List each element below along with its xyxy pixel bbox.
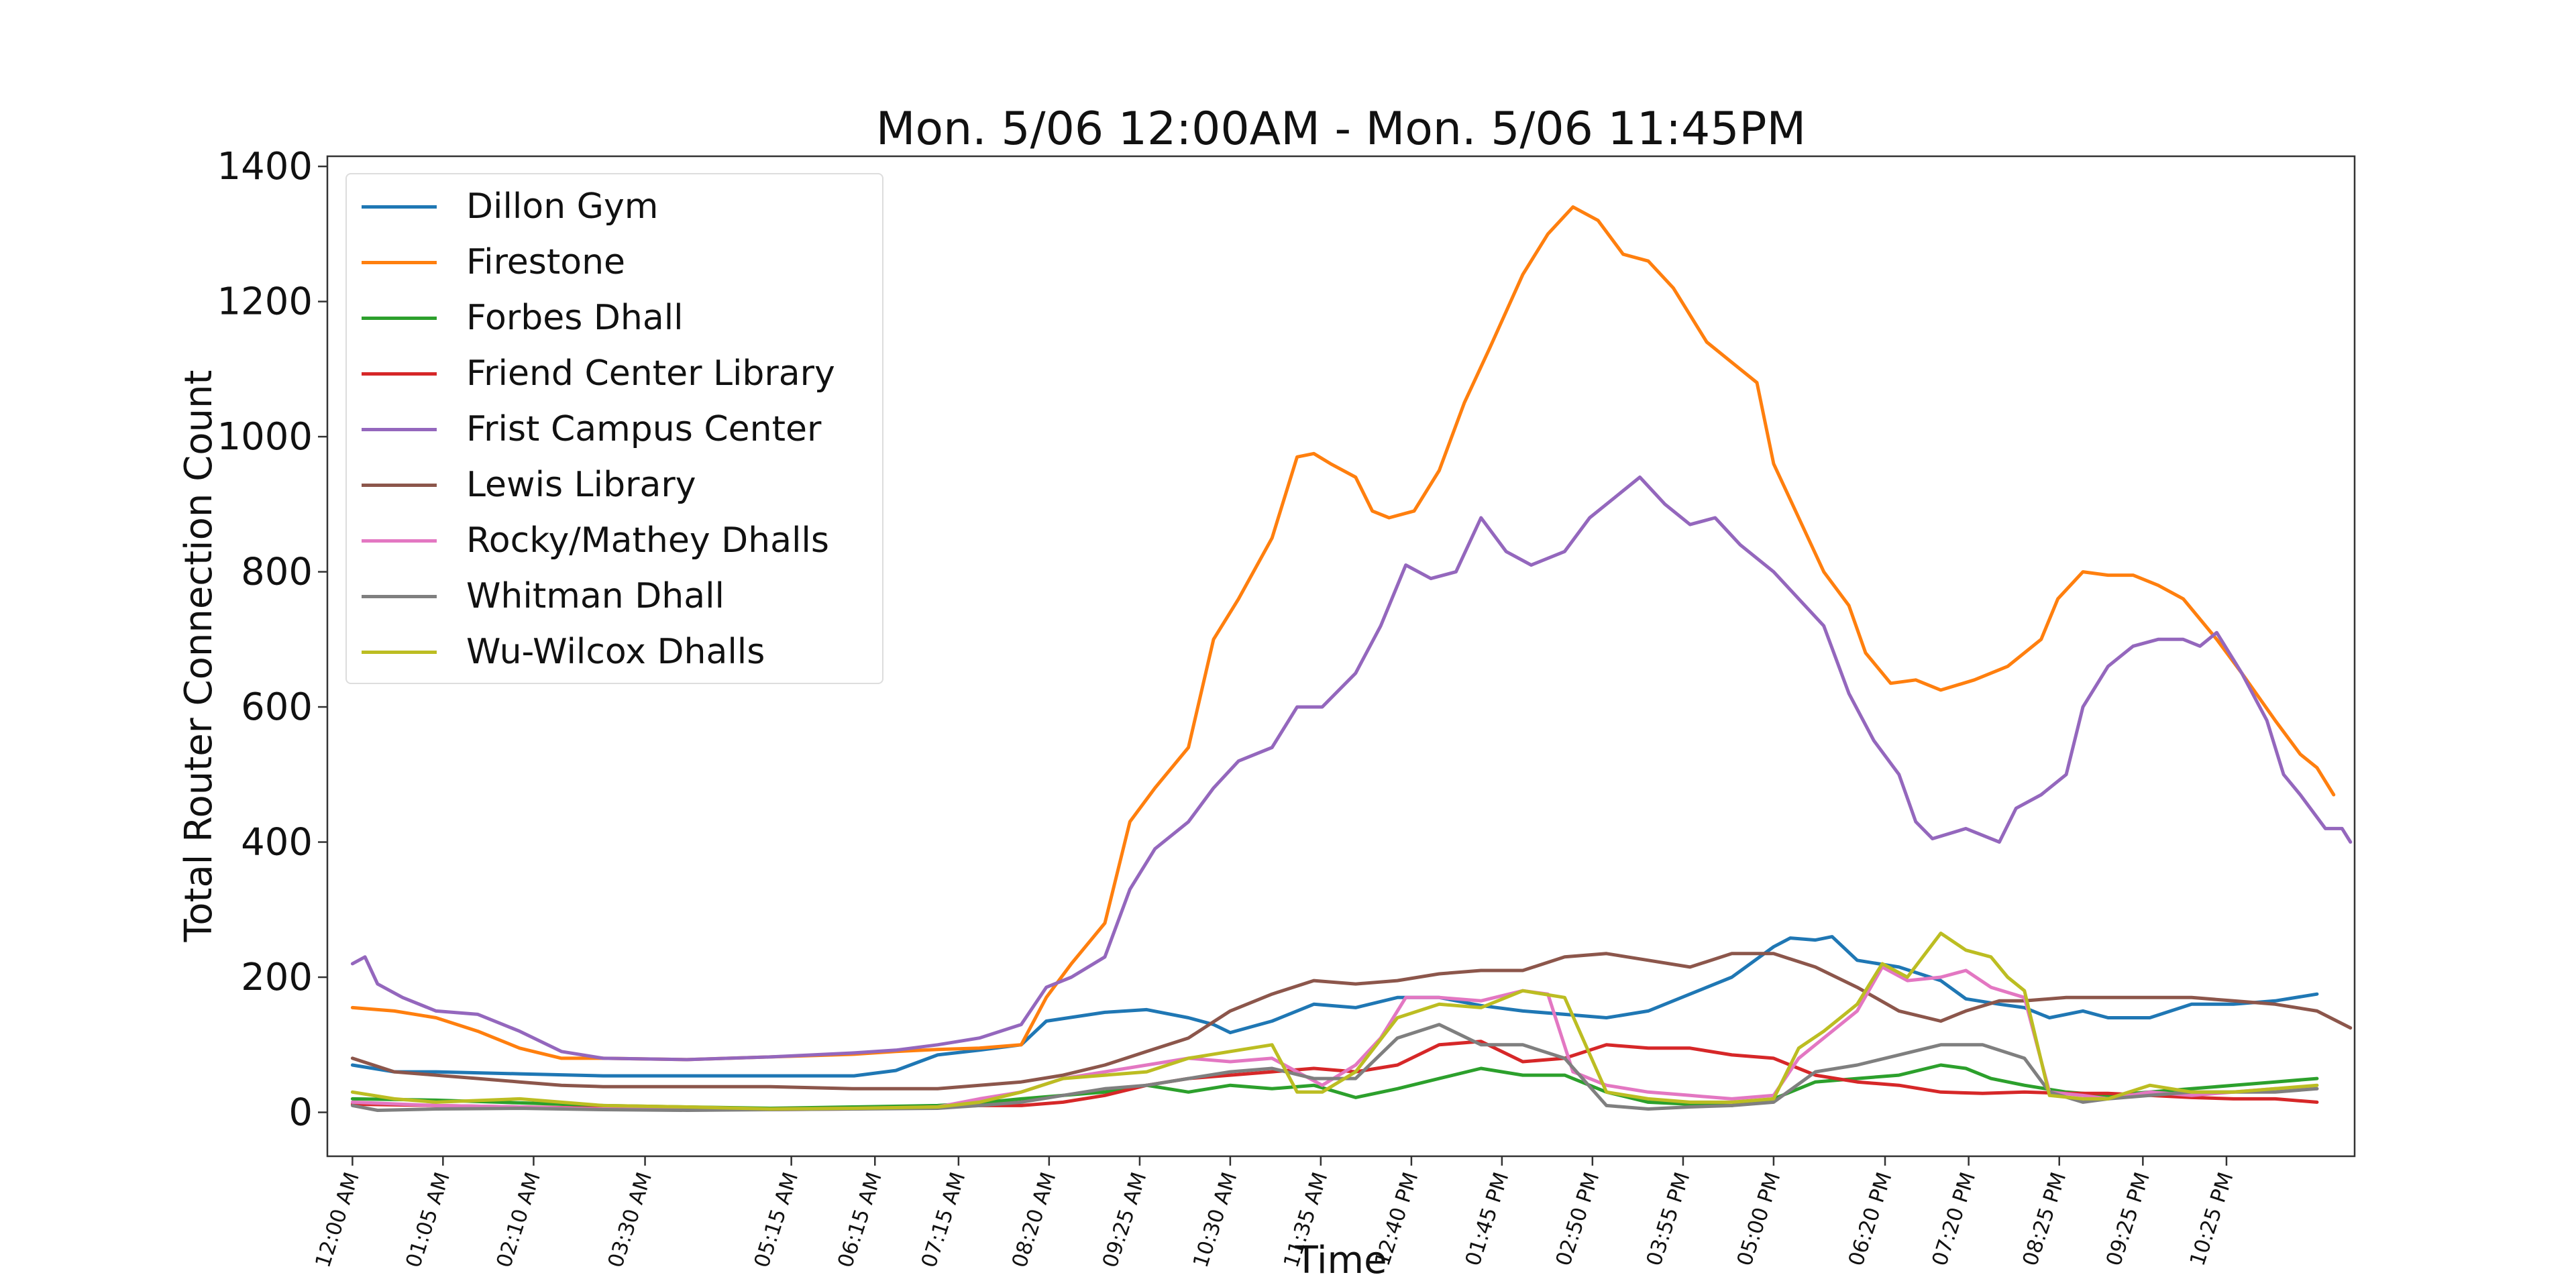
legend-swatch [362,428,437,431]
legend-label: Friend Center Library [466,353,835,394]
y-tick-label: 1000 [217,415,313,459]
legend-swatch [362,261,437,264]
x-tick-label: 07:20 PM [1927,1169,1980,1269]
y-axis: 0 200 400 600 800 1000 1200 1400 [217,145,327,1135]
legend-label: Rocky/Mathey Dhalls [466,520,829,561]
x-tick-label: 01:05 AM [401,1169,455,1270]
legend-swatch [362,372,437,376]
x-tick-label: 12:00 AM [311,1169,364,1270]
x-tick-label: 09:25 AM [1098,1169,1152,1270]
legend-label: Firestone [466,242,626,282]
legend-item: Whitman Dhall [347,576,882,616]
series-line-wu-wilcox-dhalls [350,932,2319,1111]
y-tick-label: 0 [288,1091,313,1135]
x-tick-label: 08:20 AM [1008,1169,1061,1270]
legend-label: Wu-Wilcox Dhalls [466,632,765,672]
y-axis-label: Total Router Connection Count [177,370,221,943]
legend-swatch [362,484,437,487]
legend-item: Rocky/Mathey Dhalls [347,520,882,561]
y-tick-label: 800 [241,551,313,594]
legend-item: Frist Campus Center [347,409,882,449]
x-tick-label: 01:45 PM [1461,1169,1514,1269]
y-tick-label: 1200 [217,280,313,324]
legend-label: Forbes Dhall [466,298,684,338]
legend-swatch [362,595,437,598]
x-tick-label: 07:15 AM [917,1169,971,1270]
series-line-frist-campus-center [350,476,2353,1062]
x-tick-label: 05:00 PM [1733,1169,1786,1269]
legend-item: Forbes Dhall [347,298,882,338]
legend-swatch [362,317,437,320]
x-axis: 12:00 AM 01:05 AM 02:10 AM 03:30 AM 05:15 AM… [311,1156,2239,1270]
legend-swatch [362,539,437,543]
legend-item: Dillon Gym [347,186,882,227]
x-tick-label: 03:55 PM [1642,1169,1695,1269]
y-tick-label: 400 [241,821,313,865]
x-tick-label: 05:15 AM [750,1169,804,1270]
x-tick-label: 10:30 AM [1189,1169,1242,1270]
x-tick-label: 06:15 AM [833,1169,887,1270]
series-line-lewis-library [350,952,2353,1091]
x-tick-label: 06:20 PM [1844,1169,1897,1269]
y-tick-label: 600 [241,685,313,729]
x-tick-label: 08:25 PM [2018,1169,2071,1269]
legend-label: Whitman Dhall [466,576,724,616]
x-tick-label: 10:25 PM [2186,1169,2239,1269]
legend-item: Wu-Wilcox Dhalls [347,632,882,672]
x-axis-label: Time [1294,1239,1387,1281]
legend-item: Firestone [347,242,882,282]
y-tick-label: 200 [241,956,313,999]
legend: Dillon Gym Firestone Forbes Dhall Friend Ce… [345,173,883,684]
y-tick-label: 1400 [217,145,313,188]
legend-swatch [362,205,437,209]
legend-swatch [362,651,437,654]
x-tick-label: 02:10 AM [492,1169,545,1270]
legend-label: Dillon Gym [466,186,659,227]
x-tick-label: 09:25 PM [2102,1169,2155,1269]
x-tick-label: 02:50 PM [1552,1169,1605,1269]
legend-item: Friend Center Library [347,353,882,394]
chart-title: Mon. 5/06 12:00AM - Mon. 5/06 11:45PM [876,103,1806,156]
legend-label: Lewis Library [466,465,696,505]
series-line-firestone [350,205,2336,1062]
legend-label: Frist Campus Center [466,409,822,449]
x-tick-label: 03:30 AM [603,1169,657,1270]
series-layer [350,205,2353,1112]
legend-item: Lewis Library [347,465,882,505]
